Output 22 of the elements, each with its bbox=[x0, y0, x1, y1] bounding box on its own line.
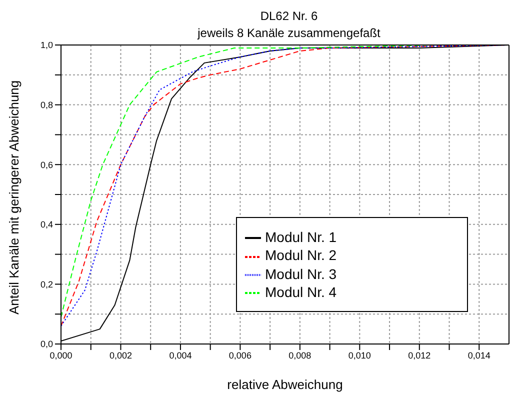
x-tick-label: 0,006 bbox=[228, 350, 252, 360]
legend-label: Modul Nr. 1 bbox=[265, 229, 337, 245]
x-axis-title: relative Abweichung bbox=[227, 377, 343, 392]
legend-label: Modul Nr. 3 bbox=[265, 266, 337, 282]
legend-label: Modul Nr. 2 bbox=[265, 247, 337, 264]
x-tick-label: 0,004 bbox=[169, 350, 192, 360]
y-tick-label: 0,4 bbox=[40, 220, 53, 230]
y-tick-label: 0,0 bbox=[40, 339, 53, 350]
y-tick-label: 0,8 bbox=[40, 100, 53, 110]
y-axis-title: Anteil Kanäle mit geringerer Abweichung bbox=[6, 80, 22, 314]
y-tick-label: 0,6 bbox=[40, 160, 53, 170]
x-tick-label: 0,000 bbox=[50, 350, 72, 360]
x-tick-label: 0,012 bbox=[408, 350, 431, 360]
chart-subtitle: jeweils 8 Kanäle zusammengefaßt bbox=[196, 25, 382, 42]
x-tick-label: 0,014 bbox=[468, 350, 490, 360]
y-tick-label: 0,2 bbox=[40, 279, 53, 290]
legend-label: Modul Nr. 4 bbox=[265, 284, 337, 300]
y-tick-label: 1,0 bbox=[40, 40, 53, 50]
x-tick-label: 0,010 bbox=[348, 350, 371, 360]
x-tick-label: 0,008 bbox=[288, 350, 312, 360]
x-tick-label: 0,002 bbox=[109, 350, 132, 360]
chart-title: DL62 Nr. 6 bbox=[259, 8, 319, 25]
